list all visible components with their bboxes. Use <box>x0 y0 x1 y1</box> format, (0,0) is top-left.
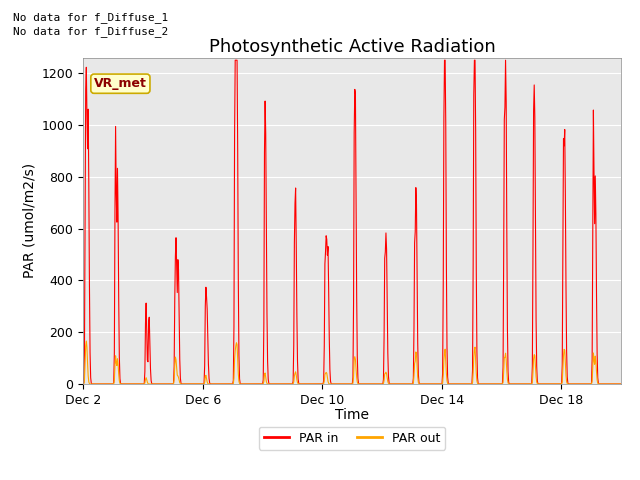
Title: Photosynthetic Active Radiation: Photosynthetic Active Radiation <box>209 38 495 56</box>
X-axis label: Time: Time <box>335 408 369 422</box>
Text: VR_met: VR_met <box>94 77 147 90</box>
Y-axis label: PAR (umol/m2/s): PAR (umol/m2/s) <box>22 163 36 278</box>
PAR in <box>385 373 392 379</box>
PAR out <box>276 381 284 387</box>
PAR out <box>83 338 90 344</box>
PAR in <box>79 381 87 387</box>
PAR out <box>304 381 312 387</box>
Line: PAR in: PAR in <box>83 60 621 384</box>
PAR out <box>207 381 214 387</box>
PAR out <box>79 381 87 387</box>
PAR in <box>231 57 239 63</box>
PAR in <box>276 381 284 387</box>
PAR in <box>617 381 625 387</box>
PAR in <box>304 381 312 387</box>
Legend: PAR in, PAR out: PAR in, PAR out <box>259 427 445 450</box>
Text: No data for f_Diffuse_2: No data for f_Diffuse_2 <box>13 26 168 37</box>
PAR out <box>99 381 107 387</box>
PAR in <box>99 381 106 387</box>
PAR out <box>385 381 392 386</box>
PAR in <box>514 381 522 387</box>
PAR out <box>514 381 522 387</box>
Text: No data for f_Diffuse_1: No data for f_Diffuse_1 <box>13 12 168 23</box>
PAR out <box>617 381 625 387</box>
PAR in <box>206 380 214 386</box>
Line: PAR out: PAR out <box>83 341 621 384</box>
